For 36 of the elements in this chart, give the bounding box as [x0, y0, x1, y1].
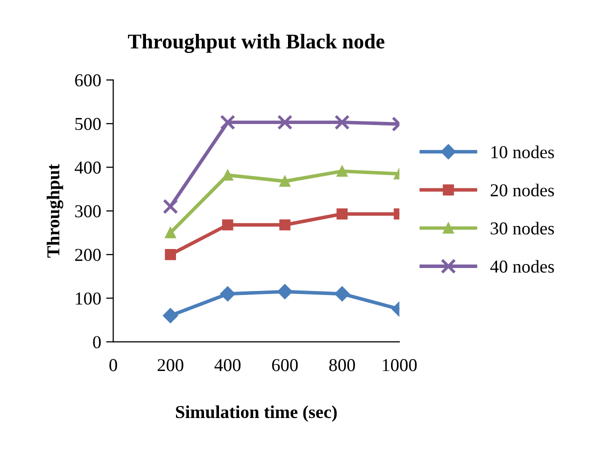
y-tick-label: 400 [74, 162, 101, 174]
point [336, 166, 348, 177]
legend-label: 20 nodes [490, 184, 554, 196]
x-tick-label: 200 [158, 359, 184, 372]
point [220, 114, 236, 130]
y-tick-label: 500 [75, 118, 101, 130]
point [336, 208, 348, 220]
y-tick-label: 0 [93, 336, 101, 348]
point [164, 248, 176, 260]
x-tick-label: 400 [214, 359, 241, 372]
chart-title: Throughput with Black node [128, 34, 384, 53]
point [279, 219, 290, 230]
point [334, 114, 350, 130]
point [164, 227, 176, 238]
y-tick-label: 300 [75, 205, 101, 218]
legend-label: 30 nodes [490, 222, 554, 235]
x-tick-label: 800 [329, 359, 355, 372]
x-axis-title: Simulation time (sec) [176, 405, 337, 422]
point [277, 114, 293, 130]
y-tick-label: 600 [75, 74, 101, 86]
point [222, 219, 234, 230]
legend-label: 40 nodes [490, 260, 554, 273]
point [220, 286, 236, 302]
point [279, 176, 290, 187]
point [277, 284, 292, 300]
legend-label: 10 nodes [491, 146, 554, 158]
point [162, 198, 178, 214]
x-tick-label: 1000 [382, 359, 417, 372]
y-tick-label: 200 [75, 248, 101, 261]
x-tick-label: 0 [109, 359, 118, 372]
y-tick-label: 100 [76, 292, 101, 305]
point [334, 286, 350, 302]
x-tick-label: 600 [272, 359, 298, 372]
point [162, 308, 178, 324]
y-axis-title: Throughput [46, 164, 64, 258]
point [222, 170, 234, 181]
